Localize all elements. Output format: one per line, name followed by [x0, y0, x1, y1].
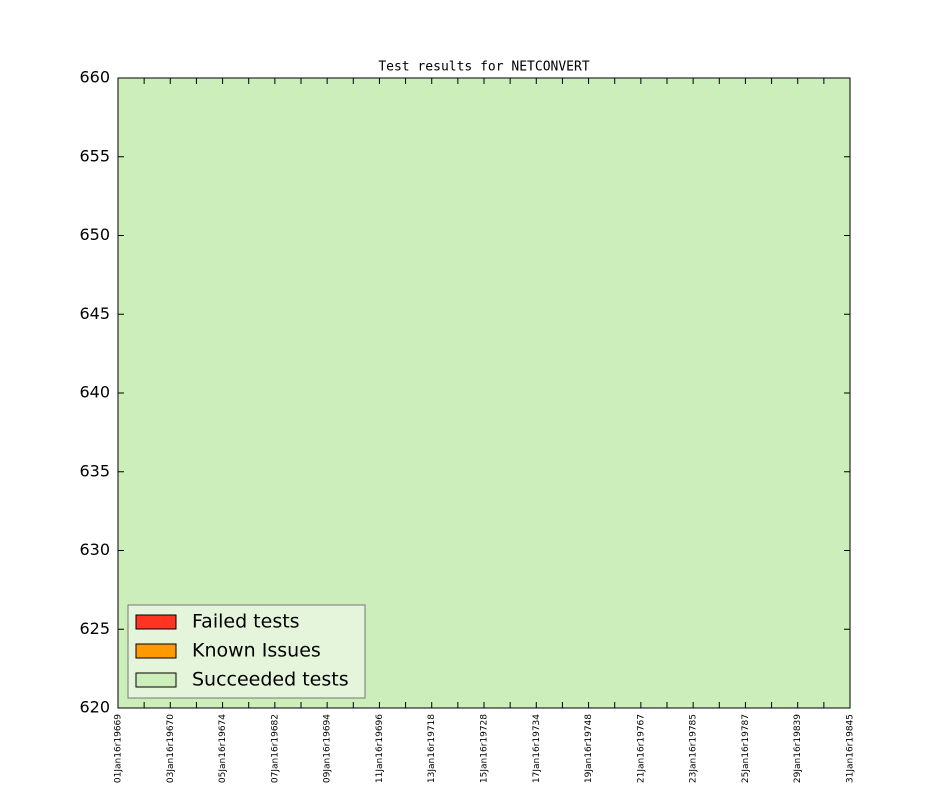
- x-tick-label: 29Jan16r19839: [793, 714, 803, 783]
- x-tick-label: 11Jan16r19696: [375, 714, 385, 783]
- legend-label: Known Issues: [192, 640, 321, 662]
- x-tick-label: 15Jan16r19728: [480, 714, 490, 783]
- x-tick-label: 23Jan16r19785: [689, 714, 699, 783]
- y-tick-label: 650: [79, 225, 110, 244]
- x-tick-label: 07Jan16r19682: [270, 714, 280, 783]
- y-tick-label: 645: [79, 304, 110, 323]
- y-tick-label: 655: [79, 146, 110, 165]
- x-tick-label: 01Jan16r19669: [114, 714, 124, 783]
- legend-swatch: [135, 614, 177, 630]
- x-tick-label: 17Jan16r19734: [532, 714, 542, 783]
- x-tick-label: 21Jan16r19767: [636, 714, 646, 783]
- x-tick-label: 05Jan16r19674: [218, 714, 228, 783]
- y-tick-label: 660: [79, 68, 110, 87]
- x-tick-label: 31Jan16r19845: [846, 714, 856, 783]
- y-tick-label: 635: [79, 461, 110, 480]
- y-tick-label: 640: [79, 383, 110, 402]
- y-tick-label: 630: [79, 540, 110, 559]
- x-tick-label: 13Jan16r19718: [427, 714, 437, 783]
- chart-title: Test results for NETCONVERT: [378, 60, 589, 75]
- y-tick-label: 620: [79, 698, 110, 717]
- x-tick-label: 19Jan16r19748: [584, 714, 594, 783]
- legend-label: Succeeded tests: [192, 669, 349, 691]
- area: [118, 78, 850, 708]
- y-tick-label: 625: [79, 619, 110, 638]
- legend-swatch: [135, 643, 177, 659]
- x-tick-label: 03Jan16r19670: [166, 714, 176, 783]
- legend-swatch: [135, 672, 177, 688]
- legend-label: Failed tests: [192, 611, 300, 633]
- plot-area: [118, 78, 850, 708]
- x-tick-label: 09Jan16r19694: [323, 714, 333, 783]
- x-tick-label: 25Jan16r19787: [741, 714, 751, 783]
